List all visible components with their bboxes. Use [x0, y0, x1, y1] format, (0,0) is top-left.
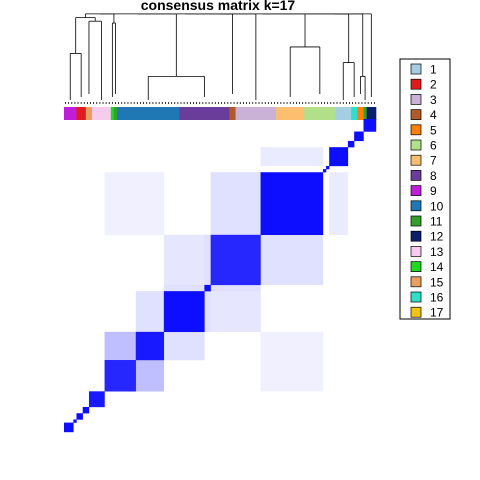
legend-swatch: [410, 170, 422, 181]
legend-label: 12: [430, 230, 444, 244]
legend-swatch: [410, 78, 422, 90]
legend-swatch: [410, 215, 422, 227]
off-diagonal-cell: [163, 284, 261, 292]
consensus-block: [326, 165, 330, 170]
legend-label: 13: [430, 245, 444, 259]
legend-box: [399, 58, 451, 320]
off-diagonal-cell: [260, 147, 324, 167]
class-bar-segment: [179, 107, 230, 120]
consensus-block: [104, 360, 136, 392]
legend-label: 8: [430, 169, 437, 183]
off-diagonal-cell: [104, 172, 165, 236]
legend-label: 14: [430, 260, 444, 274]
off-diagonal-cell: [104, 331, 136, 361]
consensus-block: [88, 391, 105, 408]
class-bar-segment: [117, 107, 180, 120]
legend-swatch: [410, 246, 422, 257]
class-bar-segment: [76, 107, 87, 120]
class-bar-segment: [335, 107, 352, 120]
off-diagonal-cell: [260, 331, 324, 392]
consensus-block: [260, 172, 324, 236]
heatmap-matrix: [64, 119, 377, 433]
legend-swatch: [410, 124, 422, 136]
legend-label: 4: [430, 108, 437, 122]
class-bar-segment: [366, 107, 377, 120]
legend-label: 6: [430, 139, 437, 153]
legend-label: 5: [430, 123, 437, 137]
class-bar-segment: [351, 107, 358, 120]
consensus-block: [322, 169, 327, 173]
legend-label: 9: [430, 184, 437, 198]
legend-swatch: [410, 94, 422, 105]
consensus-block: [76, 413, 83, 420]
off-diagonal-cell: [210, 172, 261, 236]
off-diagonal-cell: [135, 291, 165, 333]
consensus-block: [329, 147, 349, 167]
off-diagonal-cell: [329, 172, 349, 236]
consensus-block: [210, 234, 261, 286]
legend-swatch: [410, 200, 422, 212]
legend-swatch: [410, 230, 422, 242]
consensus-block: [82, 406, 90, 414]
legend-label: 3: [430, 93, 437, 107]
class-bar-segment: [64, 107, 77, 120]
consensus-block: [64, 422, 74, 433]
consensus-block: [135, 331, 165, 361]
consensus-block: [163, 291, 205, 333]
legend-label: 2: [430, 78, 437, 92]
class-bar-segment: [276, 107, 305, 120]
legend-swatch: [410, 276, 422, 288]
class-bar-segment: [363, 107, 367, 120]
off-diagonal-cell: [204, 234, 211, 333]
class-bar-segment: [85, 107, 93, 120]
legend-swatch: [410, 154, 422, 166]
legend-label: 10: [430, 199, 444, 213]
legend-swatch: [410, 109, 422, 120]
class-bar-segment: [304, 107, 336, 120]
legend-swatch: [410, 63, 422, 75]
dendrogram: [65, 13, 375, 104]
legend-label: 1: [430, 63, 437, 77]
legend-label: 17: [430, 306, 444, 320]
consensus-block: [204, 284, 211, 292]
consensus-block: [363, 119, 377, 132]
class-bar-segment: [229, 107, 236, 120]
legend-swatch: [410, 185, 422, 196]
off-diagonal-cell: [163, 234, 205, 286]
off-diagonal-cell: [260, 234, 324, 286]
class-bar-segment: [113, 107, 118, 120]
legend-label: 7: [430, 154, 437, 168]
off-diagonal-cell: [210, 291, 261, 333]
legend-label: 15: [430, 275, 444, 289]
class-bar-segment: [110, 107, 115, 120]
class-annotation-bar: [64, 107, 377, 120]
off-diagonal-cell: [135, 360, 165, 392]
legend-label: 11: [430, 215, 443, 229]
legend-swatch: [410, 291, 422, 303]
consensus-block: [347, 140, 355, 148]
legend-swatch: [410, 261, 422, 272]
class-bar-segment: [235, 107, 277, 120]
class-bar-segment: [92, 107, 112, 120]
consensus-block: [73, 419, 77, 423]
legend-swatch: [410, 139, 422, 151]
legend-swatch: [410, 306, 422, 318]
consensus-block: [354, 131, 364, 142]
off-diagonal-cell: [163, 331, 205, 361]
legend-label: 16: [430, 291, 444, 305]
chart-title: consensus matrix k=17: [141, 0, 296, 13]
class-bar-segment: [357, 107, 364, 120]
